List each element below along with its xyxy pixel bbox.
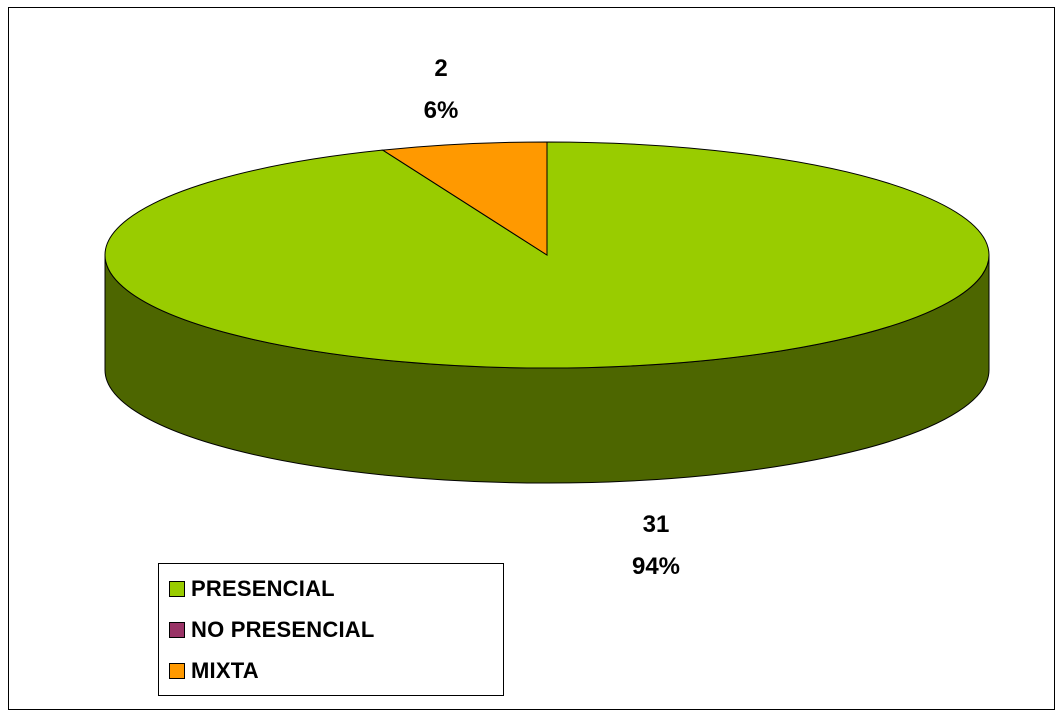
data-label-presencial-percent: 94% xyxy=(631,553,681,580)
legend-swatch-presencial xyxy=(169,581,185,597)
legend-swatch-mixta xyxy=(169,663,185,679)
legend-item-mixta: MIXTA xyxy=(169,656,259,686)
data-label-mixta: 2 6% xyxy=(401,48,481,132)
pie-slice-mixta xyxy=(381,141,548,256)
legend: PRESENCIAL NO PRESENCIAL MIXTA xyxy=(158,563,504,696)
legend-item-presencial: PRESENCIAL xyxy=(169,574,335,604)
legend-label-mixta: MIXTA xyxy=(191,658,259,683)
legend-swatch-no-presencial xyxy=(169,622,185,638)
data-label-presencial-value: 31 xyxy=(642,511,670,538)
data-label-presencial: 31 94% xyxy=(611,504,701,588)
data-label-mixta-value: 2 xyxy=(434,55,448,82)
pie-chart xyxy=(104,141,990,484)
chart-frame: 2 6% 31 94% PRESENCIAL NO PRESENCIAL MIX… xyxy=(8,7,1055,710)
data-label-mixta-percent: 6% xyxy=(423,97,459,124)
legend-label-presencial: PRESENCIAL xyxy=(191,576,335,601)
legend-label-no-presencial: NO PRESENCIAL xyxy=(191,617,375,642)
legend-item-no-presencial: NO PRESENCIAL xyxy=(169,615,375,645)
